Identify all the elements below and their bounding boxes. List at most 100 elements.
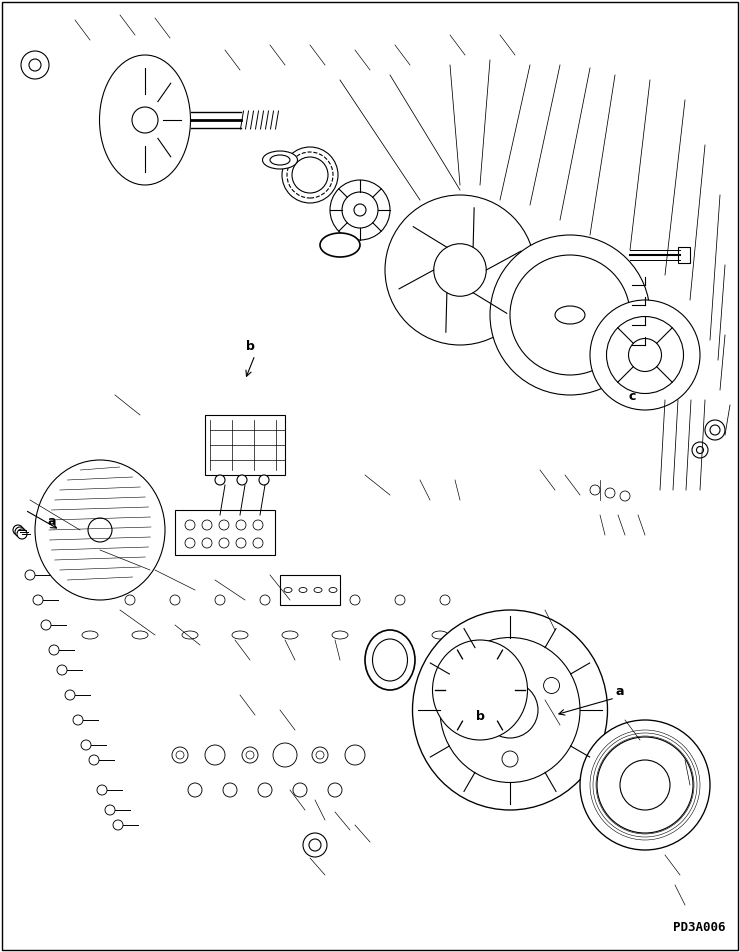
Text: b: b xyxy=(246,340,255,353)
Ellipse shape xyxy=(314,587,322,592)
Circle shape xyxy=(434,244,486,296)
Circle shape xyxy=(65,690,75,700)
Circle shape xyxy=(236,538,246,548)
Bar xyxy=(280,575,340,605)
Ellipse shape xyxy=(372,639,408,681)
Circle shape xyxy=(342,192,378,228)
Circle shape xyxy=(25,570,35,580)
Circle shape xyxy=(460,678,477,693)
Ellipse shape xyxy=(432,640,528,740)
Ellipse shape xyxy=(532,631,548,639)
Ellipse shape xyxy=(263,151,297,169)
Ellipse shape xyxy=(284,587,292,592)
Circle shape xyxy=(219,520,229,530)
Circle shape xyxy=(605,488,615,498)
Circle shape xyxy=(580,720,710,850)
Ellipse shape xyxy=(99,55,190,185)
Bar xyxy=(205,415,285,475)
Ellipse shape xyxy=(365,630,415,690)
Ellipse shape xyxy=(82,631,98,639)
Ellipse shape xyxy=(382,631,398,639)
Circle shape xyxy=(73,715,83,725)
Circle shape xyxy=(202,520,212,530)
Ellipse shape xyxy=(329,587,337,592)
Ellipse shape xyxy=(232,631,248,639)
Circle shape xyxy=(490,235,650,395)
Circle shape xyxy=(41,620,51,630)
Circle shape xyxy=(172,747,188,763)
Circle shape xyxy=(260,595,270,605)
Circle shape xyxy=(305,595,315,605)
Text: b: b xyxy=(476,710,485,723)
Circle shape xyxy=(176,751,184,759)
Circle shape xyxy=(350,595,360,605)
Circle shape xyxy=(202,538,212,548)
Circle shape xyxy=(354,204,366,216)
Circle shape xyxy=(395,595,405,605)
Circle shape xyxy=(273,743,297,767)
Circle shape xyxy=(303,833,327,857)
Circle shape xyxy=(219,538,229,548)
Circle shape xyxy=(440,595,450,605)
Circle shape xyxy=(33,595,43,605)
Circle shape xyxy=(21,51,49,79)
Circle shape xyxy=(316,751,324,759)
Circle shape xyxy=(705,420,725,440)
Circle shape xyxy=(628,339,662,371)
Ellipse shape xyxy=(332,631,348,639)
Circle shape xyxy=(620,760,670,810)
Circle shape xyxy=(544,678,559,693)
Circle shape xyxy=(246,751,254,759)
Ellipse shape xyxy=(282,631,298,639)
Circle shape xyxy=(242,747,258,763)
Circle shape xyxy=(105,805,115,815)
Circle shape xyxy=(607,316,684,393)
Bar xyxy=(175,510,275,555)
Circle shape xyxy=(17,529,27,539)
Circle shape xyxy=(205,745,225,765)
Circle shape xyxy=(312,747,328,763)
Circle shape xyxy=(113,820,123,830)
Circle shape xyxy=(590,485,600,495)
Circle shape xyxy=(97,785,107,795)
Circle shape xyxy=(330,180,390,240)
Circle shape xyxy=(385,195,535,345)
Circle shape xyxy=(13,525,23,535)
Circle shape xyxy=(237,475,247,485)
Ellipse shape xyxy=(412,610,608,810)
Ellipse shape xyxy=(132,631,148,639)
Circle shape xyxy=(81,740,91,750)
Circle shape xyxy=(620,491,630,501)
Ellipse shape xyxy=(440,638,580,783)
Circle shape xyxy=(236,520,246,530)
Circle shape xyxy=(710,425,720,435)
Circle shape xyxy=(282,147,338,203)
Circle shape xyxy=(345,745,365,765)
Circle shape xyxy=(328,783,342,797)
Circle shape xyxy=(88,518,112,542)
Text: a: a xyxy=(48,515,56,528)
Circle shape xyxy=(170,595,180,605)
Circle shape xyxy=(258,783,272,797)
Ellipse shape xyxy=(270,155,290,165)
Circle shape xyxy=(510,255,630,375)
Ellipse shape xyxy=(182,631,198,639)
Ellipse shape xyxy=(320,233,360,257)
Circle shape xyxy=(185,538,195,548)
Circle shape xyxy=(125,595,135,605)
Ellipse shape xyxy=(482,631,498,639)
Circle shape xyxy=(89,755,99,765)
Circle shape xyxy=(293,783,307,797)
Circle shape xyxy=(132,107,158,133)
Ellipse shape xyxy=(432,631,448,639)
Text: c: c xyxy=(628,390,636,403)
Circle shape xyxy=(15,527,25,537)
Text: a: a xyxy=(616,685,625,698)
Text: PD3A006: PD3A006 xyxy=(673,921,725,934)
Circle shape xyxy=(215,475,225,485)
Circle shape xyxy=(482,682,538,738)
Circle shape xyxy=(696,446,704,453)
Ellipse shape xyxy=(299,587,307,592)
Circle shape xyxy=(502,751,518,767)
Circle shape xyxy=(597,737,693,833)
